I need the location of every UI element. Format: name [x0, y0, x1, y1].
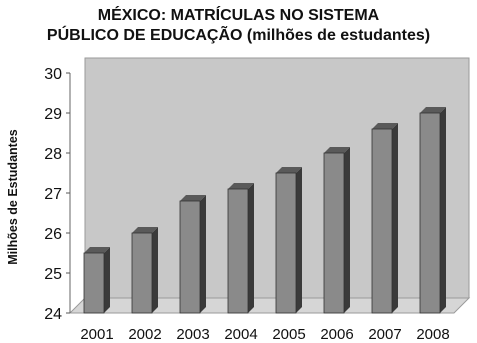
- bar-side: [296, 167, 302, 313]
- chart-title-line-1: MÉXICO: MATRÍCULAS NO SISTEMA: [97, 7, 380, 24]
- bar: [323, 152, 345, 314]
- chart-title: MÉXICO: MATRÍCULAS NO SISTEMA PÚBLICO DE…: [0, 6, 477, 46]
- chart-title-line-2: PÚBLICO DE EDUCAÇÃO (milhões de estudant…: [46, 27, 431, 44]
- bar: [83, 252, 105, 314]
- bar-top: [228, 183, 254, 189]
- x-tick-label: 2007: [368, 326, 401, 343]
- bar-top: [420, 107, 446, 113]
- bar: [227, 188, 249, 314]
- bar: [371, 128, 393, 314]
- y-tick-label: 25: [44, 266, 62, 283]
- y-tick-label: 26: [44, 226, 62, 243]
- bar-side: [440, 107, 446, 313]
- y-tick-label: 28: [44, 146, 62, 163]
- bar-side: [344, 147, 350, 313]
- y-tick-label: 30: [44, 66, 62, 83]
- bar-top: [324, 147, 350, 153]
- x-tick-label: 2002: [128, 326, 161, 343]
- bar-side: [152, 227, 158, 313]
- bar-top: [132, 227, 158, 233]
- bar-top: [84, 247, 110, 253]
- bar-side: [200, 195, 206, 313]
- y-tick-label: 24: [44, 306, 62, 323]
- x-tick-label: 2006: [320, 326, 353, 343]
- bar-side: [392, 123, 398, 313]
- plot-floor: [68, 297, 471, 314]
- x-tick-label: 2008: [416, 326, 449, 343]
- x-tick-label: 2004: [224, 326, 257, 343]
- bar-top: [180, 195, 206, 201]
- x-tick-label: 2003: [176, 326, 209, 343]
- bar-top: [372, 123, 398, 129]
- bar: [419, 112, 441, 314]
- bar-side: [248, 183, 254, 313]
- x-tick-label: 2005: [272, 326, 305, 343]
- bar-side: [104, 247, 110, 313]
- bar-top: [276, 167, 302, 173]
- x-tick-label: 2001: [80, 326, 113, 343]
- bar: [179, 200, 201, 314]
- bar: [275, 172, 297, 314]
- y-tick-label: 27: [44, 186, 62, 203]
- bar: [131, 232, 153, 314]
- y-tick-label: 29: [44, 106, 62, 123]
